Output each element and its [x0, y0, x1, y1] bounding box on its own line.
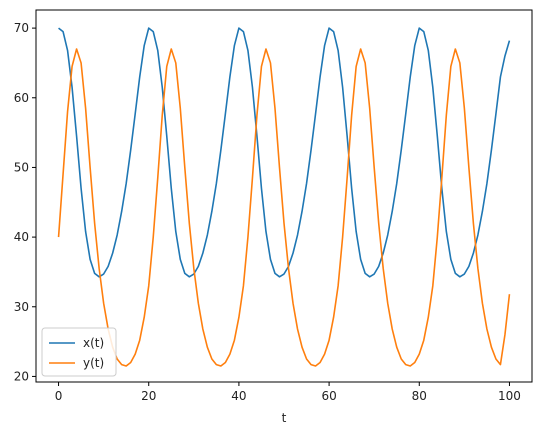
legend-box: [41, 327, 117, 377]
y-tick-label: 70: [14, 21, 29, 35]
legend-label-2: y(t): [83, 356, 104, 370]
x-tick-label: 60: [321, 389, 336, 403]
series-line-2: [57, 48, 511, 367]
x-axis-label: t: [282, 411, 287, 425]
x-tick-label: 20: [141, 389, 156, 403]
x-tick-label: 80: [412, 389, 427, 403]
y-tick-label: 30: [14, 300, 29, 314]
y-tick-label: 40: [14, 230, 29, 244]
series-layer: [57, 27, 511, 367]
y-tick-label: 50: [14, 160, 29, 174]
x-tick-label: 0: [55, 389, 63, 403]
plot-frame: [35, 9, 533, 383]
legend: x(t) y(t): [41, 327, 117, 377]
y-tick-label: 20: [14, 369, 29, 383]
x-tick-label: 100: [498, 389, 521, 403]
ticks-layer: 0 20 40 60 80 100 20 30 40 50 60 70: [14, 21, 521, 403]
series-line-1: [58, 27, 511, 278]
plot-background: [36, 10, 532, 382]
y-tick-label: 60: [14, 91, 29, 105]
legend-label-1: x(t): [83, 336, 104, 350]
x-tick-label: 40: [231, 389, 246, 403]
